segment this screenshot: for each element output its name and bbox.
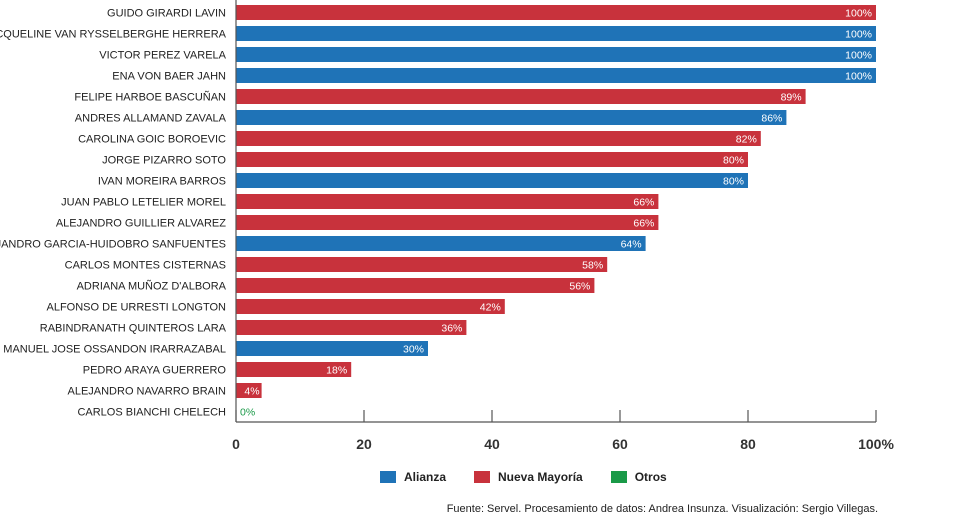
data-label: 64%: [621, 239, 642, 251]
data-label: 30%: [403, 344, 424, 356]
bar: [236, 47, 876, 62]
legend-label-alianza: Alianza: [404, 470, 447, 484]
bar: [236, 26, 876, 41]
category-label: ALFONSO DE URRESTI LONGTON: [47, 302, 227, 314]
category-label: MANUEL JOSE OSSANDON IRARRAZABAL: [3, 344, 226, 356]
data-label: 80%: [723, 176, 744, 188]
category-label: ALEJANDRO GARCIA-HUIDOBRO SANFUENTES: [0, 239, 226, 251]
data-label: 66%: [633, 218, 654, 230]
data-label: 36%: [441, 323, 462, 335]
bar: [236, 383, 262, 398]
x-tick-label: 0: [232, 436, 240, 452]
bar: [236, 299, 505, 314]
data-label: 100%: [845, 71, 872, 83]
x-tick-label: 80: [740, 436, 756, 452]
data-label: 42%: [480, 302, 501, 314]
bar: [236, 68, 876, 83]
bar: [236, 215, 659, 230]
category-label: CARLOS MONTES CISTERNAS: [65, 260, 226, 272]
bar: [236, 257, 608, 272]
bar: [236, 152, 748, 167]
legend-swatch-nueva-mayoria: [474, 471, 491, 483]
data-label: 18%: [326, 365, 347, 377]
category-label: CAROLINA GOIC BOROEVIC: [78, 134, 226, 146]
category-label: JORGE PIZARRO SOTO: [102, 155, 226, 167]
bar: [236, 278, 595, 293]
x-tick-label: 40: [484, 436, 500, 452]
bar: [236, 173, 748, 188]
data-label: 86%: [761, 113, 782, 125]
legend-label-otros: Otros: [634, 470, 667, 484]
data-label: 100%: [845, 50, 872, 62]
legend-label-nueva-mayoria: Nueva Mayoría: [498, 470, 583, 484]
category-label: ALEJANDRO NAVARRO BRAIN: [67, 386, 226, 398]
data-label: 4%: [244, 386, 259, 398]
legend: Alianza Nueva Mayoría Otros: [380, 470, 667, 484]
bar: [236, 89, 806, 104]
data-label: 80%: [723, 155, 744, 167]
data-label: 100%: [845, 8, 872, 20]
data-label: 56%: [569, 281, 590, 293]
legend-swatch-alianza: [380, 471, 396, 483]
bar: [236, 320, 467, 335]
category-label: PEDRO ARAYA GUERRERO: [83, 365, 227, 377]
legend-item-otros: Otros: [610, 470, 667, 484]
data-label: 0%: [240, 407, 255, 419]
category-label: ENA VON BAER JAHN: [112, 71, 226, 83]
category-label: CARLOS BIANCHI CHELECH: [77, 407, 226, 419]
category-label: ADRIANA MUÑOZ D'ALBORA: [77, 280, 227, 293]
category-label: GUIDO GIRARDI LAVIN: [107, 8, 226, 20]
category-label: VICTOR PEREZ VARELA: [99, 50, 226, 62]
legend-item-alianza: Alianza: [380, 470, 446, 484]
data-label: 82%: [736, 134, 757, 146]
category-label: ALEJANDRO GUILLIER ALVAREZ: [56, 218, 226, 230]
category-label: RABINDRANATH QUINTEROS LARA: [40, 323, 227, 335]
x-tick-label: 20: [356, 436, 372, 452]
source-note: Fuente: Servel. Procesamiento de datos: …: [446, 503, 878, 515]
legend-item-nueva-mayoria: Nueva Mayoría: [474, 470, 583, 484]
data-label: 66%: [633, 197, 654, 209]
category-label: JUAN PABLO LETELIER MOREL: [61, 197, 226, 209]
bar: [236, 341, 428, 356]
bar: [236, 194, 659, 209]
bar: [236, 110, 787, 125]
bar: [236, 5, 876, 20]
bar-chart: GUIDO GIRARDI LAVIN 100% JACQUELINE VAN RY…: [0, 0, 894, 452]
data-label: 89%: [781, 92, 802, 104]
bar: [236, 362, 352, 377]
data-label: 58%: [582, 260, 603, 272]
category-label: IVAN MOREIRA BARROS: [98, 176, 226, 188]
legend-swatch-otros: [610, 471, 627, 483]
category-label: FELIPE HARBOE BASCUÑAN: [74, 91, 226, 104]
x-tick-label: 60: [612, 436, 628, 452]
category-label: JACQUELINE VAN RYSSELBERGHE HERRERA: [0, 29, 227, 41]
data-label: 100%: [845, 29, 872, 41]
category-label: ANDRES ALLAMAND ZAVALA: [75, 113, 227, 125]
x-tick-label: 100%: [858, 436, 894, 452]
bar: [236, 236, 646, 251]
bar: [236, 131, 761, 146]
